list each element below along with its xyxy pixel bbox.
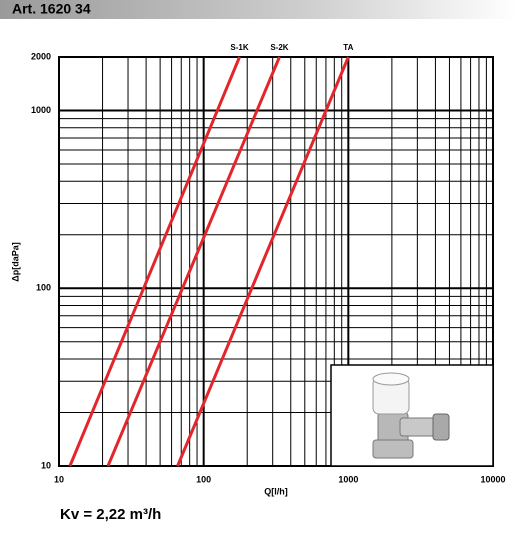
y-tick-label: 1000 bbox=[31, 105, 51, 115]
y-tick-label: 2000 bbox=[31, 51, 51, 61]
x-tick-label: 10000 bbox=[480, 474, 505, 484]
series-label: S-1K bbox=[230, 43, 248, 52]
y-tick-label: 100 bbox=[36, 283, 51, 293]
plot-area: 10 100 1000 10000 10 100 1000 2000 S-1K S-2K TA bbox=[31, 43, 506, 484]
valve-nut bbox=[432, 413, 450, 441]
chart-title: Art. 1620 34 bbox=[12, 1, 91, 17]
series-label: S-2K bbox=[270, 43, 288, 52]
plot-frame bbox=[58, 56, 494, 467]
x-axis-label: Q[l/h] bbox=[264, 486, 288, 496]
series-line bbox=[106, 56, 281, 467]
inset-image bbox=[330, 364, 494, 467]
series-line bbox=[176, 56, 350, 467]
y-tick-label: 10 bbox=[41, 460, 51, 470]
series-line bbox=[68, 56, 241, 467]
series-label: TA bbox=[343, 43, 353, 52]
y-axis-label: Δp[daPa] bbox=[10, 242, 20, 281]
header-bar bbox=[0, 0, 517, 19]
footnote: Kv = 2,22 m³/h bbox=[60, 506, 161, 523]
x-tick-label: 10 bbox=[54, 474, 64, 484]
valve-cap-top bbox=[372, 372, 410, 386]
valve-inlet bbox=[372, 439, 414, 459]
x-tick-label: 1000 bbox=[338, 474, 358, 484]
x-tick-label: 100 bbox=[196, 474, 211, 484]
